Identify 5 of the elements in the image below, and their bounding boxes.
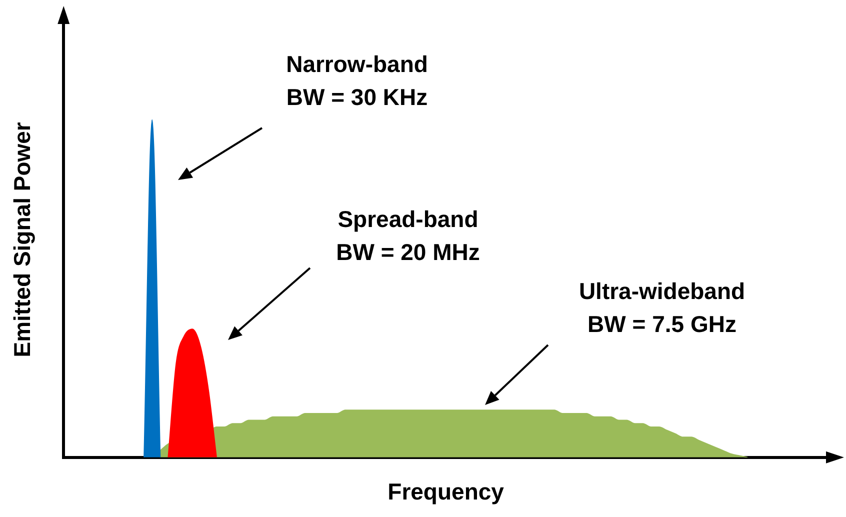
x-axis-title: Frequency [388, 478, 504, 505]
annotation: Spread-band BW = 20 MHz [335, 205, 481, 267]
annotation: Ultra-wideband BW = 7.5 GHz [578, 277, 746, 339]
y-axis-title: Emitted Signal Power [9, 122, 36, 358]
text: Narrow-band BW = 30 KHz [285, 50, 429, 112]
